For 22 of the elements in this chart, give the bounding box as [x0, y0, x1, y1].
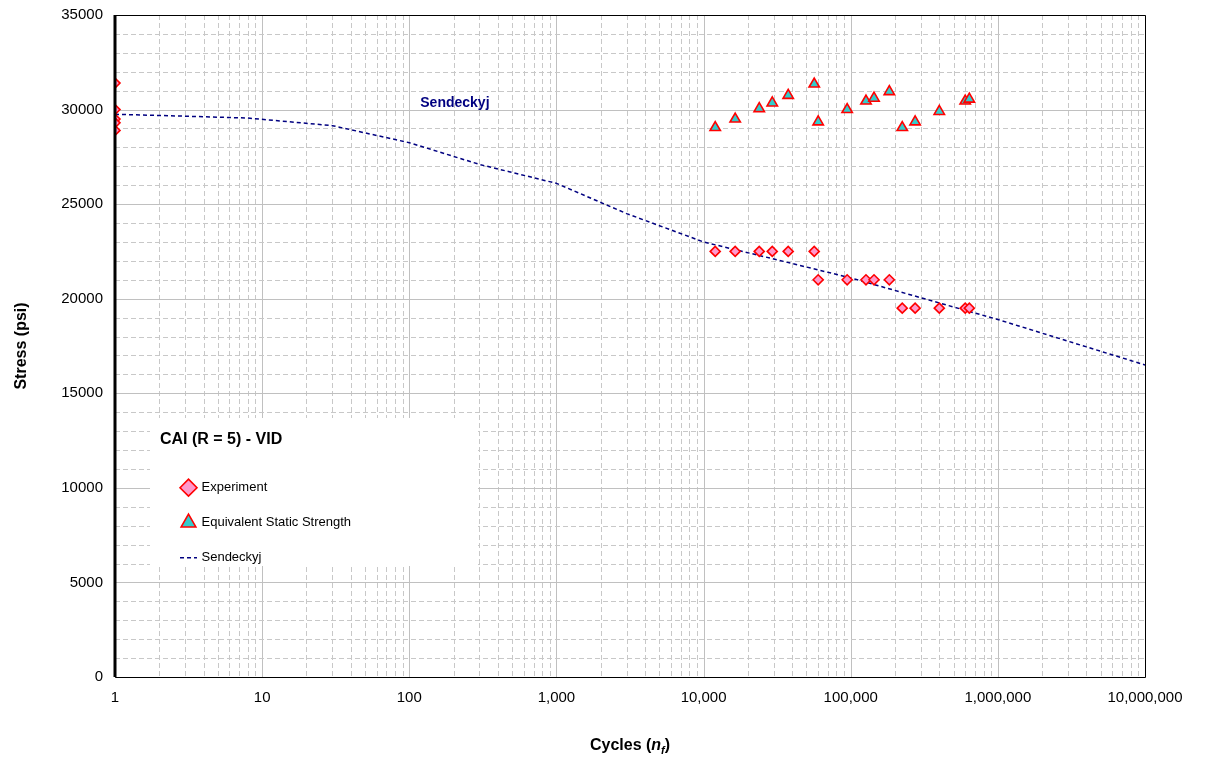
x-tick-label: 10	[253, 688, 271, 706]
y-tick-label: 20000	[61, 288, 103, 306]
legend-title: CAI (R = 5) - VID	[160, 430, 283, 448]
y-tick-label: 10000	[61, 478, 103, 495]
x-tick-label: 10,000	[680, 688, 727, 706]
y-axis-title: Stress (psi)	[12, 302, 29, 390]
x-tick-label: 100	[396, 688, 422, 706]
x-tick-label: 1,000	[537, 688, 576, 706]
y-tick-label: 25000	[61, 194, 103, 212]
legend-label: Equivalent Static Strength	[201, 514, 352, 530]
x-tick-label: 10,000,000	[1107, 688, 1183, 706]
x-tick-label: 1,000,000	[964, 688, 1032, 706]
legend-label: Experiment	[201, 479, 268, 495]
y-tick-label: 15000	[61, 383, 103, 401]
x-tick-label: 100,000	[823, 688, 878, 706]
annotation: Sendeckyj	[420, 93, 490, 110]
y-tick-label: 30000	[61, 99, 103, 117]
y-tick-label: 0	[94, 667, 103, 685]
y-tick-label: 5000	[69, 572, 103, 590]
y-tick-label: 35000	[61, 5, 103, 23]
x-tick-label: 1	[110, 688, 120, 706]
legend-label: Sendeckyj	[201, 549, 262, 565]
